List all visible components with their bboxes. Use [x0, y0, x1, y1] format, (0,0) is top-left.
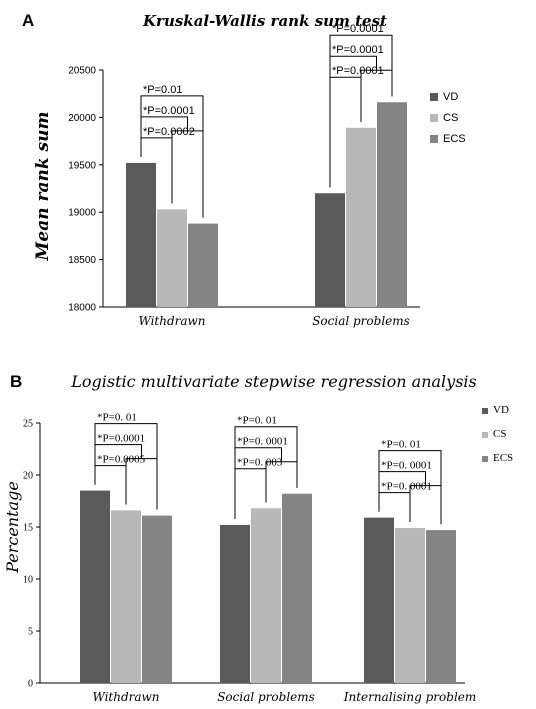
panel-b-y-axis-label: Percentage	[3, 481, 22, 574]
panel-a-legend-swatch	[430, 114, 438, 122]
panel-b-category-label: Social problems	[217, 690, 315, 704]
panel-a-y-axis-label: Mean rank sum	[33, 112, 53, 262]
panel-b-bar	[251, 508, 281, 683]
panel-b-y-tick-label: 25	[23, 419, 33, 430]
panel-b-significance-label: *P=0. 01	[97, 412, 137, 424]
panel-b-category-label: Withdrawn	[92, 690, 159, 704]
panel-a-legend-swatch	[430, 93, 438, 101]
panel-a-significance-bracket	[171, 130, 204, 218]
panel-b-bar	[282, 493, 312, 683]
panel-b-significance-bracket	[234, 468, 267, 519]
panel-b-legend-swatch	[482, 432, 488, 438]
panel-b-y-tick-label: 20	[23, 471, 33, 482]
panel-a-bar	[377, 102, 407, 308]
panel-b-y-tick-label: 10	[23, 575, 33, 586]
panel-a-significance-label: *P=0.0001	[143, 105, 195, 117]
panel-a-y-tick-label: 19500	[68, 160, 96, 171]
panel-a-bar	[315, 193, 345, 307]
panel-a-bar	[188, 223, 218, 307]
panel-a-significance-label: *P=0.0001	[332, 23, 384, 35]
panel-b-y-tick-label: 5	[28, 627, 33, 638]
panel-a-significance-label: *P=0.01	[143, 84, 182, 96]
panel-b-legend-label: VD	[493, 404, 509, 416]
panel-a-significance-bracket	[329, 76, 362, 188]
panel-b-significance-label: *P=0. 0001	[237, 436, 288, 448]
panel-a-legend-label: CS	[443, 112, 458, 124]
panel-a-significance-bracket	[140, 116, 188, 157]
panel-a-legend-label: ECS	[443, 133, 466, 145]
panel-a-category-label: Withdrawn	[138, 314, 205, 328]
panel-b-legend-label: ECS	[493, 452, 513, 464]
panel-b: B Logistic multivariate stepwise regress…	[3, 372, 513, 704]
panel-b-bar	[364, 517, 394, 683]
panel-b-y-tick-label: 15	[23, 523, 33, 534]
panel-a-y-tick-label: 19000	[68, 208, 96, 219]
panel-b-significance-label: *P=0. 003	[237, 457, 283, 469]
panel-a-category-label: Social problems	[312, 314, 410, 328]
panel-b-significance-bracket	[94, 444, 142, 485]
panel-b-significance-bracket	[378, 471, 426, 512]
panel-b-y-tick-label: 0	[28, 679, 33, 690]
panel-a: A Kruskal-Wallis rank sum test Mean rank…	[22, 11, 466, 328]
panel-a-y-tick-label: 18500	[68, 255, 96, 266]
panel-b-bar	[142, 515, 172, 683]
panel-b-significance-label: *P=0.0005	[97, 454, 146, 466]
panel-b-significance-label: *P=0.0001	[97, 433, 145, 445]
panel-a-bar	[157, 209, 187, 307]
panel-b-bar	[395, 528, 425, 683]
panel-b-category-label: Internalising problem	[343, 690, 477, 704]
panel-b-bar	[80, 490, 110, 683]
panel-b-legend-swatch	[482, 408, 488, 414]
panel-b-plot: 0 5 10 15 20 25 Withdrawn Social problems Intern…	[23, 404, 513, 704]
panel-b-significance-label: *P=0. 0001	[381, 460, 432, 472]
panel-a-label: A	[22, 11, 34, 30]
panel-a-legend-label: VD	[443, 91, 458, 103]
panel-a-significance-label: *P=0.0001	[332, 65, 384, 77]
panel-a-legend-swatch	[430, 135, 438, 143]
panel-a-plot: 18000 18500 19000 19500 20000 20500 Withdrawn S…	[68, 23, 465, 328]
panel-b-legend-label: CS	[493, 428, 506, 440]
panel-a-bar	[126, 162, 156, 307]
panel-b-significance-bracket	[125, 458, 158, 510]
panel-a-y-tick-label: 20000	[68, 113, 96, 124]
panel-b-significance-bracket	[94, 465, 127, 505]
panel-b-legend-swatch	[482, 456, 488, 462]
panel-a-significance-label: *P=0.0001	[332, 44, 384, 56]
panel-b-significance-label: *P=0. 01	[237, 415, 277, 427]
panel-b-bar	[220, 524, 250, 683]
panel-b-significance-label: *P=0. 01	[381, 439, 421, 451]
panel-a-y-tick-label: 18000	[68, 303, 96, 314]
panel-a-bar	[346, 127, 376, 307]
panel-b-bar	[111, 510, 141, 683]
panel-b-significance-label: *P=0. 0001	[381, 481, 432, 493]
panel-a-y-tick-label: 20500	[68, 66, 96, 77]
panel-b-label: B	[10, 372, 22, 391]
panel-b-title: Logistic multivariate stepwise regressio…	[70, 372, 476, 391]
panel-b-significance-bracket	[378, 492, 411, 523]
panel-b-bar	[426, 530, 456, 683]
panel-a-title: Kruskal-Wallis rank sum test	[142, 12, 387, 30]
panel-a-significance-bracket	[140, 137, 173, 204]
panel-a-significance-label: *P=0.0002	[143, 126, 195, 138]
